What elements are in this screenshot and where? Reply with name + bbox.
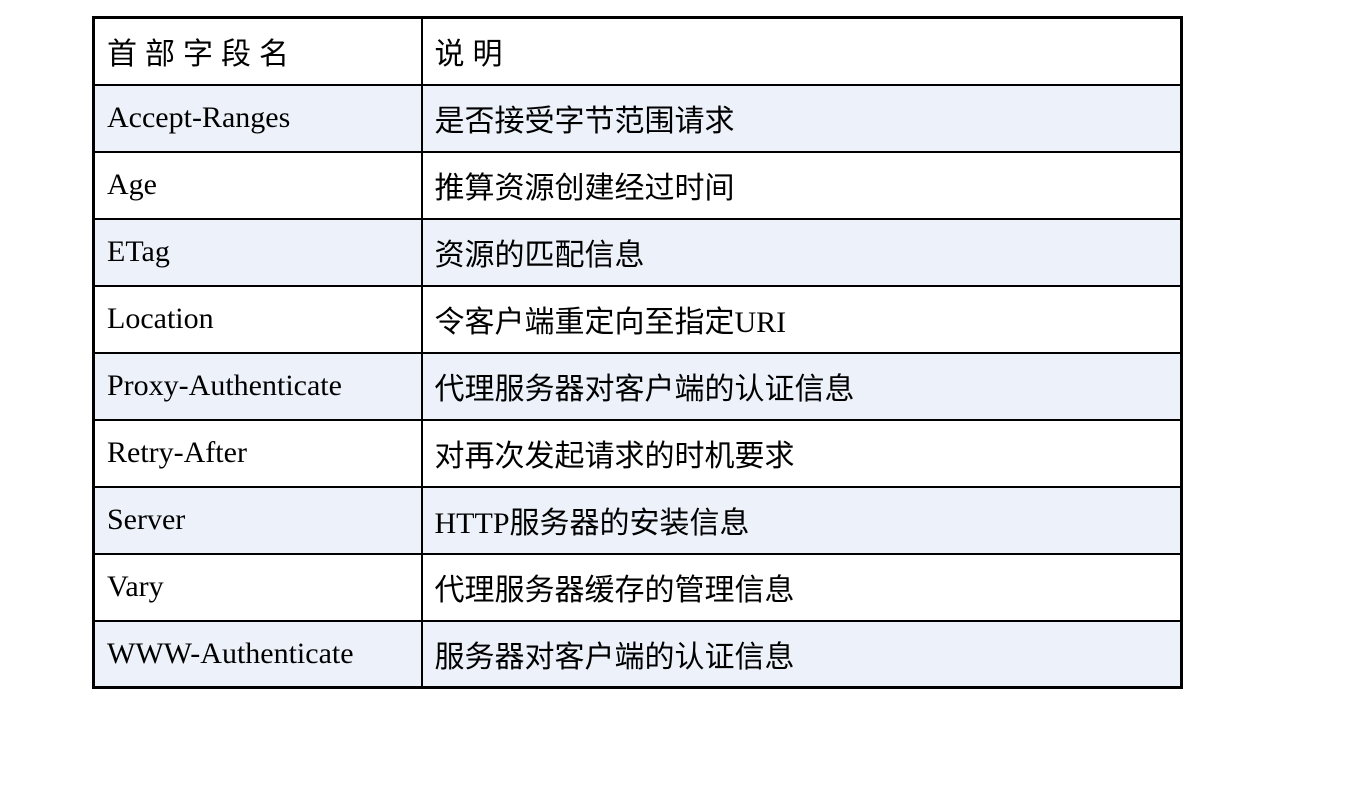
table-row: ETag 资源的匹配信息 [92, 217, 1183, 287]
table-header: 首部字段名 说明 [92, 16, 1183, 86]
field-cell: Server [92, 485, 423, 555]
description-cell: 令客户端重定向至指定URI [420, 284, 1183, 354]
field-cell: Vary [92, 552, 423, 622]
description-cell: 代理服务器对客户端的认证信息 [420, 351, 1183, 421]
table-row: Accept-Ranges 是否接受字节范围请求 [92, 83, 1183, 153]
description-cell: 服务器对客户端的认证信息 [420, 619, 1183, 689]
field-cell: Location [92, 284, 423, 354]
description-cell: HTTP服务器的安装信息 [420, 485, 1183, 555]
field-cell: ETag [92, 217, 423, 287]
field-cell: Accept-Ranges [92, 83, 423, 153]
field-cell: Age [92, 150, 423, 220]
field-cell: Retry-After [92, 418, 423, 488]
field-cell: Proxy-Authenticate [92, 351, 423, 421]
column-header-field: 首部字段名 [92, 16, 423, 86]
description-cell: 推算资源创建经过时间 [420, 150, 1183, 220]
table-row: Proxy-Authenticate 代理服务器对客户端的认证信息 [92, 351, 1183, 421]
table-row: Location 令客户端重定向至指定URI [92, 284, 1183, 354]
header-row: 首部字段名 说明 [92, 16, 1183, 86]
http-response-headers-table: 首部字段名 说明 Accept-Ranges 是否接受字节范围请求 Age 推算资源创… [92, 16, 1183, 689]
table-row: WWW-Authenticate 服务器对客户端的认证信息 [92, 619, 1183, 689]
description-cell: 对再次发起请求的时机要求 [420, 418, 1183, 488]
description-cell: 是否接受字节范围请求 [420, 83, 1183, 153]
description-cell: 资源的匹配信息 [420, 217, 1183, 287]
column-header-description: 说明 [420, 16, 1183, 86]
table-row: Age 推算资源创建经过时间 [92, 150, 1183, 220]
table-row: Vary 代理服务器缓存的管理信息 [92, 552, 1183, 622]
table-row: Server HTTP服务器的安装信息 [92, 485, 1183, 555]
description-cell: 代理服务器缓存的管理信息 [420, 552, 1183, 622]
table-row: Retry-After 对再次发起请求的时机要求 [92, 418, 1183, 488]
field-cell: WWW-Authenticate [92, 619, 423, 689]
table-body: Accept-Ranges 是否接受字节范围请求 Age 推算资源创建经过时间 ETag… [92, 83, 1183, 689]
